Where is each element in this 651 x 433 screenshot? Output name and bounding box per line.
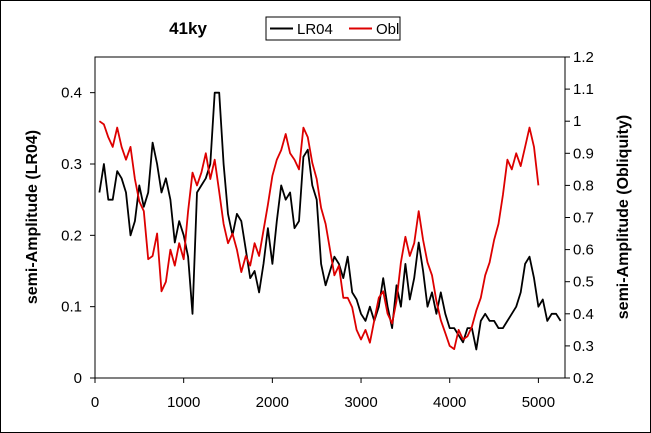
- x-tick-label: 4000: [433, 394, 466, 411]
- x-tick-label: 0: [91, 394, 99, 411]
- y-tick-label-left: 0.4: [61, 85, 82, 102]
- y-tick-label-right: 0.5: [573, 274, 594, 291]
- plot-area: [94, 56, 566, 379]
- legend-label-obl: Obl: [376, 21, 399, 38]
- y-axis-title-right: semi-Amplitude (Obliquity): [615, 115, 632, 319]
- y-tick-label-left: 0.2: [61, 227, 82, 244]
- right-axis: 0.2 0.3 0.4 0.5 0.6 0.7 0.8 0.9 1 1.1 1.2: [565, 49, 594, 387]
- x-tick-label: 5000: [522, 394, 555, 411]
- y-tick-label-right: 1.2: [573, 49, 594, 66]
- y-tick-label-left: 0: [74, 370, 82, 387]
- legend: LR04 Obl: [265, 16, 401, 41]
- y-tick-label-right: 0.4: [573, 306, 594, 323]
- chart-title: 41ky: [169, 19, 207, 38]
- x-tick-label: 2000: [256, 394, 289, 411]
- x-tick-label: 1000: [167, 394, 200, 411]
- series-line-lr04: [98, 91, 562, 351]
- legend-label-lr04: LR04: [297, 21, 333, 38]
- legend-box: [265, 16, 401, 41]
- y-tick-label-right: 1: [573, 113, 581, 130]
- y-tick-label-right: 0.7: [573, 210, 594, 227]
- bottom-axis: 0 1000 2000 3000 4000 5000: [91, 378, 555, 411]
- y-tick-label-right: 0.3: [573, 338, 594, 355]
- y-tick-label-right: 0.8: [573, 177, 594, 194]
- series-layer: [98, 91, 562, 351]
- y-tick-label-right: 0.9: [573, 145, 594, 162]
- y-axis-title-left: semi-Amplitude (LR04): [24, 130, 41, 304]
- y-tick-label-left: 0.1: [61, 299, 82, 316]
- y-tick-label-right: 1.1: [573, 81, 594, 98]
- y-tick-label-left: 0.3: [61, 156, 82, 173]
- x-tick-label: 3000: [344, 394, 377, 411]
- y-tick-label-right: 0.2: [573, 370, 594, 387]
- y-tick-label-right: 0.6: [573, 242, 594, 259]
- left-axis: 0 0.1 0.2 0.3 0.4: [61, 85, 95, 387]
- series-line-obl: [98, 120, 540, 351]
